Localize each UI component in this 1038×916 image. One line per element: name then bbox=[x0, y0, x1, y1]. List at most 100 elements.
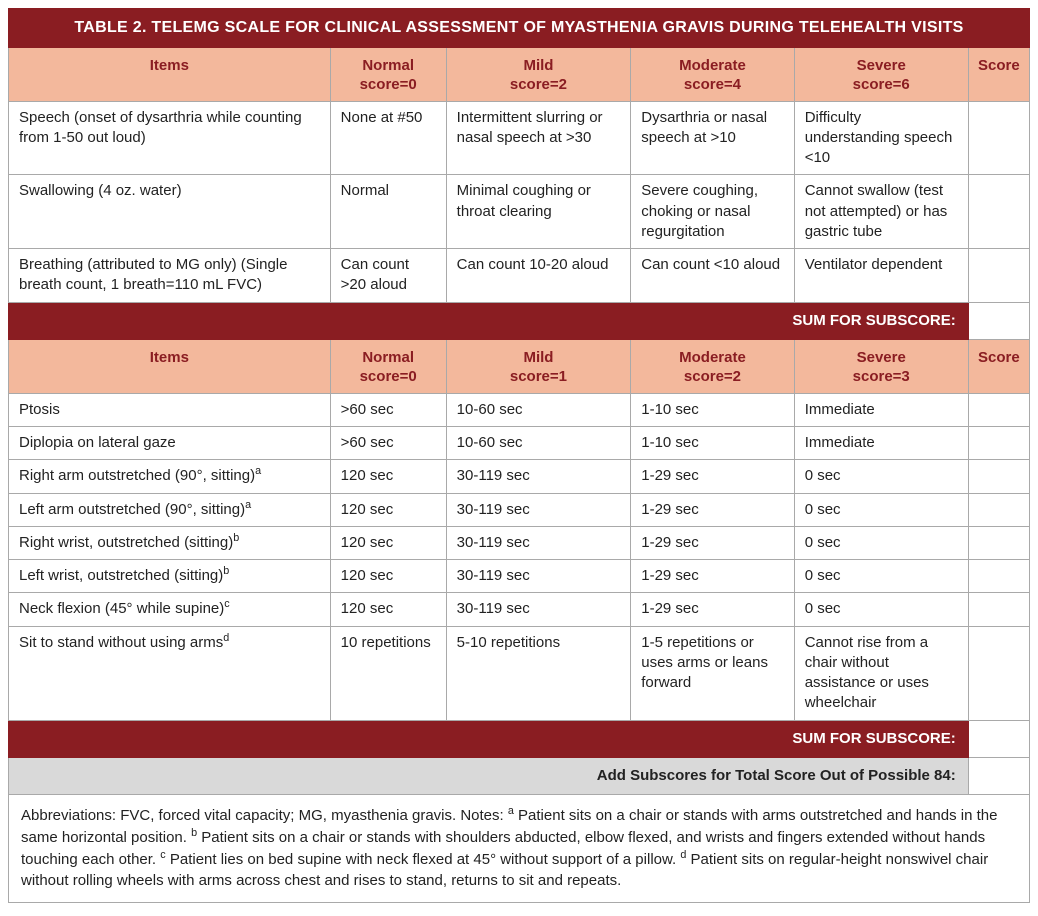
cell-item: Right arm outstretched (90°, sitting)a bbox=[9, 460, 331, 493]
subscore-cell bbox=[968, 720, 1029, 757]
cell-score bbox=[968, 493, 1029, 526]
cell-normal: 120 sec bbox=[330, 460, 446, 493]
cell-severe: Immediate bbox=[794, 393, 968, 426]
cell-normal: 120 sec bbox=[330, 593, 446, 626]
cell-severe: Ventilator dependent bbox=[794, 249, 968, 303]
cell-moderate: 1-29 sec bbox=[631, 493, 794, 526]
total-cell bbox=[968, 757, 1029, 794]
col-severe: Severescore=3 bbox=[794, 339, 968, 393]
cell-mild: Intermittent slurring or nasal speech at… bbox=[446, 101, 631, 175]
cell-item: Diplopia on lateral gaze bbox=[9, 427, 331, 460]
total-row: Add Subscores for Total Score Out of Pos… bbox=[9, 757, 1030, 794]
cell-score bbox=[968, 626, 1029, 720]
cell-normal: 120 sec bbox=[330, 526, 446, 559]
col-score: Score bbox=[968, 47, 1029, 101]
cell-mild: Minimal coughing or throat clearing bbox=[446, 175, 631, 249]
cell-score bbox=[968, 560, 1029, 593]
table-row: Sit to stand without using armsd10 repet… bbox=[9, 626, 1030, 720]
cell-mild: 30-119 sec bbox=[446, 526, 631, 559]
cell-item: Swallowing (4 oz. water) bbox=[9, 175, 331, 249]
table-row: Left arm outstretched (90°, sitting)a120… bbox=[9, 493, 1030, 526]
cell-severe: 0 sec bbox=[794, 593, 968, 626]
table-row: Diplopia on lateral gaze>60 sec10-60 sec… bbox=[9, 427, 1030, 460]
cell-normal: Can count >20 aloud bbox=[330, 249, 446, 303]
cell-moderate: 1-29 sec bbox=[631, 460, 794, 493]
col-mild: Mildscore=1 bbox=[446, 339, 631, 393]
total-label: Add Subscores for Total Score Out of Pos… bbox=[9, 757, 969, 794]
col-moderate: Moderatescore=4 bbox=[631, 47, 794, 101]
table-row: Neck flexion (45° while supine)c120 sec3… bbox=[9, 593, 1030, 626]
cell-normal: 120 sec bbox=[330, 560, 446, 593]
footnote: Abbreviations: FVC, forced vital capacit… bbox=[9, 795, 1030, 903]
table-row: Ptosis>60 sec10-60 sec1-10 secImmediate bbox=[9, 393, 1030, 426]
cell-mild: 10-60 sec bbox=[446, 427, 631, 460]
subscore-label: SUM FOR SUBSCORE: bbox=[9, 302, 969, 339]
cell-item: Speech (onset of dysarthria while counti… bbox=[9, 101, 331, 175]
cell-moderate: 1-29 sec bbox=[631, 526, 794, 559]
cell-moderate: 1-29 sec bbox=[631, 593, 794, 626]
col-items: Items bbox=[9, 47, 331, 101]
table-row: Swallowing (4 oz. water)NormalMinimal co… bbox=[9, 175, 1030, 249]
cell-mild: 30-119 sec bbox=[446, 560, 631, 593]
cell-normal: Normal bbox=[330, 175, 446, 249]
cell-score bbox=[968, 526, 1029, 559]
footnote-row: Abbreviations: FVC, forced vital capacit… bbox=[9, 795, 1030, 903]
subscore-row-1: SUM FOR SUBSCORE: bbox=[9, 302, 1030, 339]
cell-moderate: 1-10 sec bbox=[631, 393, 794, 426]
cell-severe: 0 sec bbox=[794, 493, 968, 526]
telemg-table: TABLE 2. TELEMG SCALE FOR CLINICAL ASSES… bbox=[8, 8, 1030, 903]
cell-moderate: Dysarthria or nasal speech at >10 bbox=[631, 101, 794, 175]
cell-score bbox=[968, 249, 1029, 303]
cell-score bbox=[968, 593, 1029, 626]
cell-moderate: 1-10 sec bbox=[631, 427, 794, 460]
cell-item: Left wrist, outstretched (sitting)b bbox=[9, 560, 331, 593]
cell-severe: Cannot rise from a chair without assista… bbox=[794, 626, 968, 720]
cell-mild: 30-119 sec bbox=[446, 493, 631, 526]
cell-normal: >60 sec bbox=[330, 393, 446, 426]
table-title-row: TABLE 2. TELEMG SCALE FOR CLINICAL ASSES… bbox=[9, 9, 1030, 48]
subscore-cell bbox=[968, 302, 1029, 339]
table-row: Right arm outstretched (90°, sitting)a12… bbox=[9, 460, 1030, 493]
cell-severe: 0 sec bbox=[794, 526, 968, 559]
cell-severe: Cannot swallow (test not attempted) or h… bbox=[794, 175, 968, 249]
cell-severe: Difficulty understanding speech <10 bbox=[794, 101, 968, 175]
col-score: Score bbox=[968, 339, 1029, 393]
cell-mild: Can count 10-20 aloud bbox=[446, 249, 631, 303]
cell-score bbox=[968, 101, 1029, 175]
cell-item: Right wrist, outstretched (sitting)b bbox=[9, 526, 331, 559]
cell-severe: 0 sec bbox=[794, 560, 968, 593]
cell-moderate: 1-5 repetitions or uses arms or leans fo… bbox=[631, 626, 794, 720]
cell-severe: 0 sec bbox=[794, 460, 968, 493]
cell-mild: 5-10 repetitions bbox=[446, 626, 631, 720]
col-mild: Mildscore=2 bbox=[446, 47, 631, 101]
table-title: TABLE 2. TELEMG SCALE FOR CLINICAL ASSES… bbox=[9, 9, 1030, 48]
cell-item: Left arm outstretched (90°, sitting)a bbox=[9, 493, 331, 526]
cell-score bbox=[968, 427, 1029, 460]
cell-item: Neck flexion (45° while supine)c bbox=[9, 593, 331, 626]
cell-mild: 10-60 sec bbox=[446, 393, 631, 426]
cell-severe: Immediate bbox=[794, 427, 968, 460]
table-row: Right wrist, outstretched (sitting)b120 … bbox=[9, 526, 1030, 559]
col-severe: Severescore=6 bbox=[794, 47, 968, 101]
cell-mild: 30-119 sec bbox=[446, 593, 631, 626]
col-items: Items bbox=[9, 339, 331, 393]
cell-moderate: Can count <10 aloud bbox=[631, 249, 794, 303]
cell-normal: 120 sec bbox=[330, 493, 446, 526]
cell-mild: 30-119 sec bbox=[446, 460, 631, 493]
cell-score bbox=[968, 460, 1029, 493]
col-moderate: Moderatescore=2 bbox=[631, 339, 794, 393]
cell-moderate: Severe coughing, choking or nasal regurg… bbox=[631, 175, 794, 249]
table-row: Breathing (attributed to MG only) (Singl… bbox=[9, 249, 1030, 303]
cell-normal: None at #50 bbox=[330, 101, 446, 175]
cell-score bbox=[968, 175, 1029, 249]
cell-moderate: 1-29 sec bbox=[631, 560, 794, 593]
section1-header-row: Items Normalscore=0 Mildscore=2 Moderate… bbox=[9, 47, 1030, 101]
col-normal: Normalscore=0 bbox=[330, 339, 446, 393]
subscore-row-2: SUM FOR SUBSCORE: bbox=[9, 720, 1030, 757]
table-row: Speech (onset of dysarthria while counti… bbox=[9, 101, 1030, 175]
cell-item: Breathing (attributed to MG only) (Singl… bbox=[9, 249, 331, 303]
section2-header-row: Items Normalscore=0 Mildscore=1 Moderate… bbox=[9, 339, 1030, 393]
cell-score bbox=[968, 393, 1029, 426]
cell-item: Ptosis bbox=[9, 393, 331, 426]
subscore-label: SUM FOR SUBSCORE: bbox=[9, 720, 969, 757]
